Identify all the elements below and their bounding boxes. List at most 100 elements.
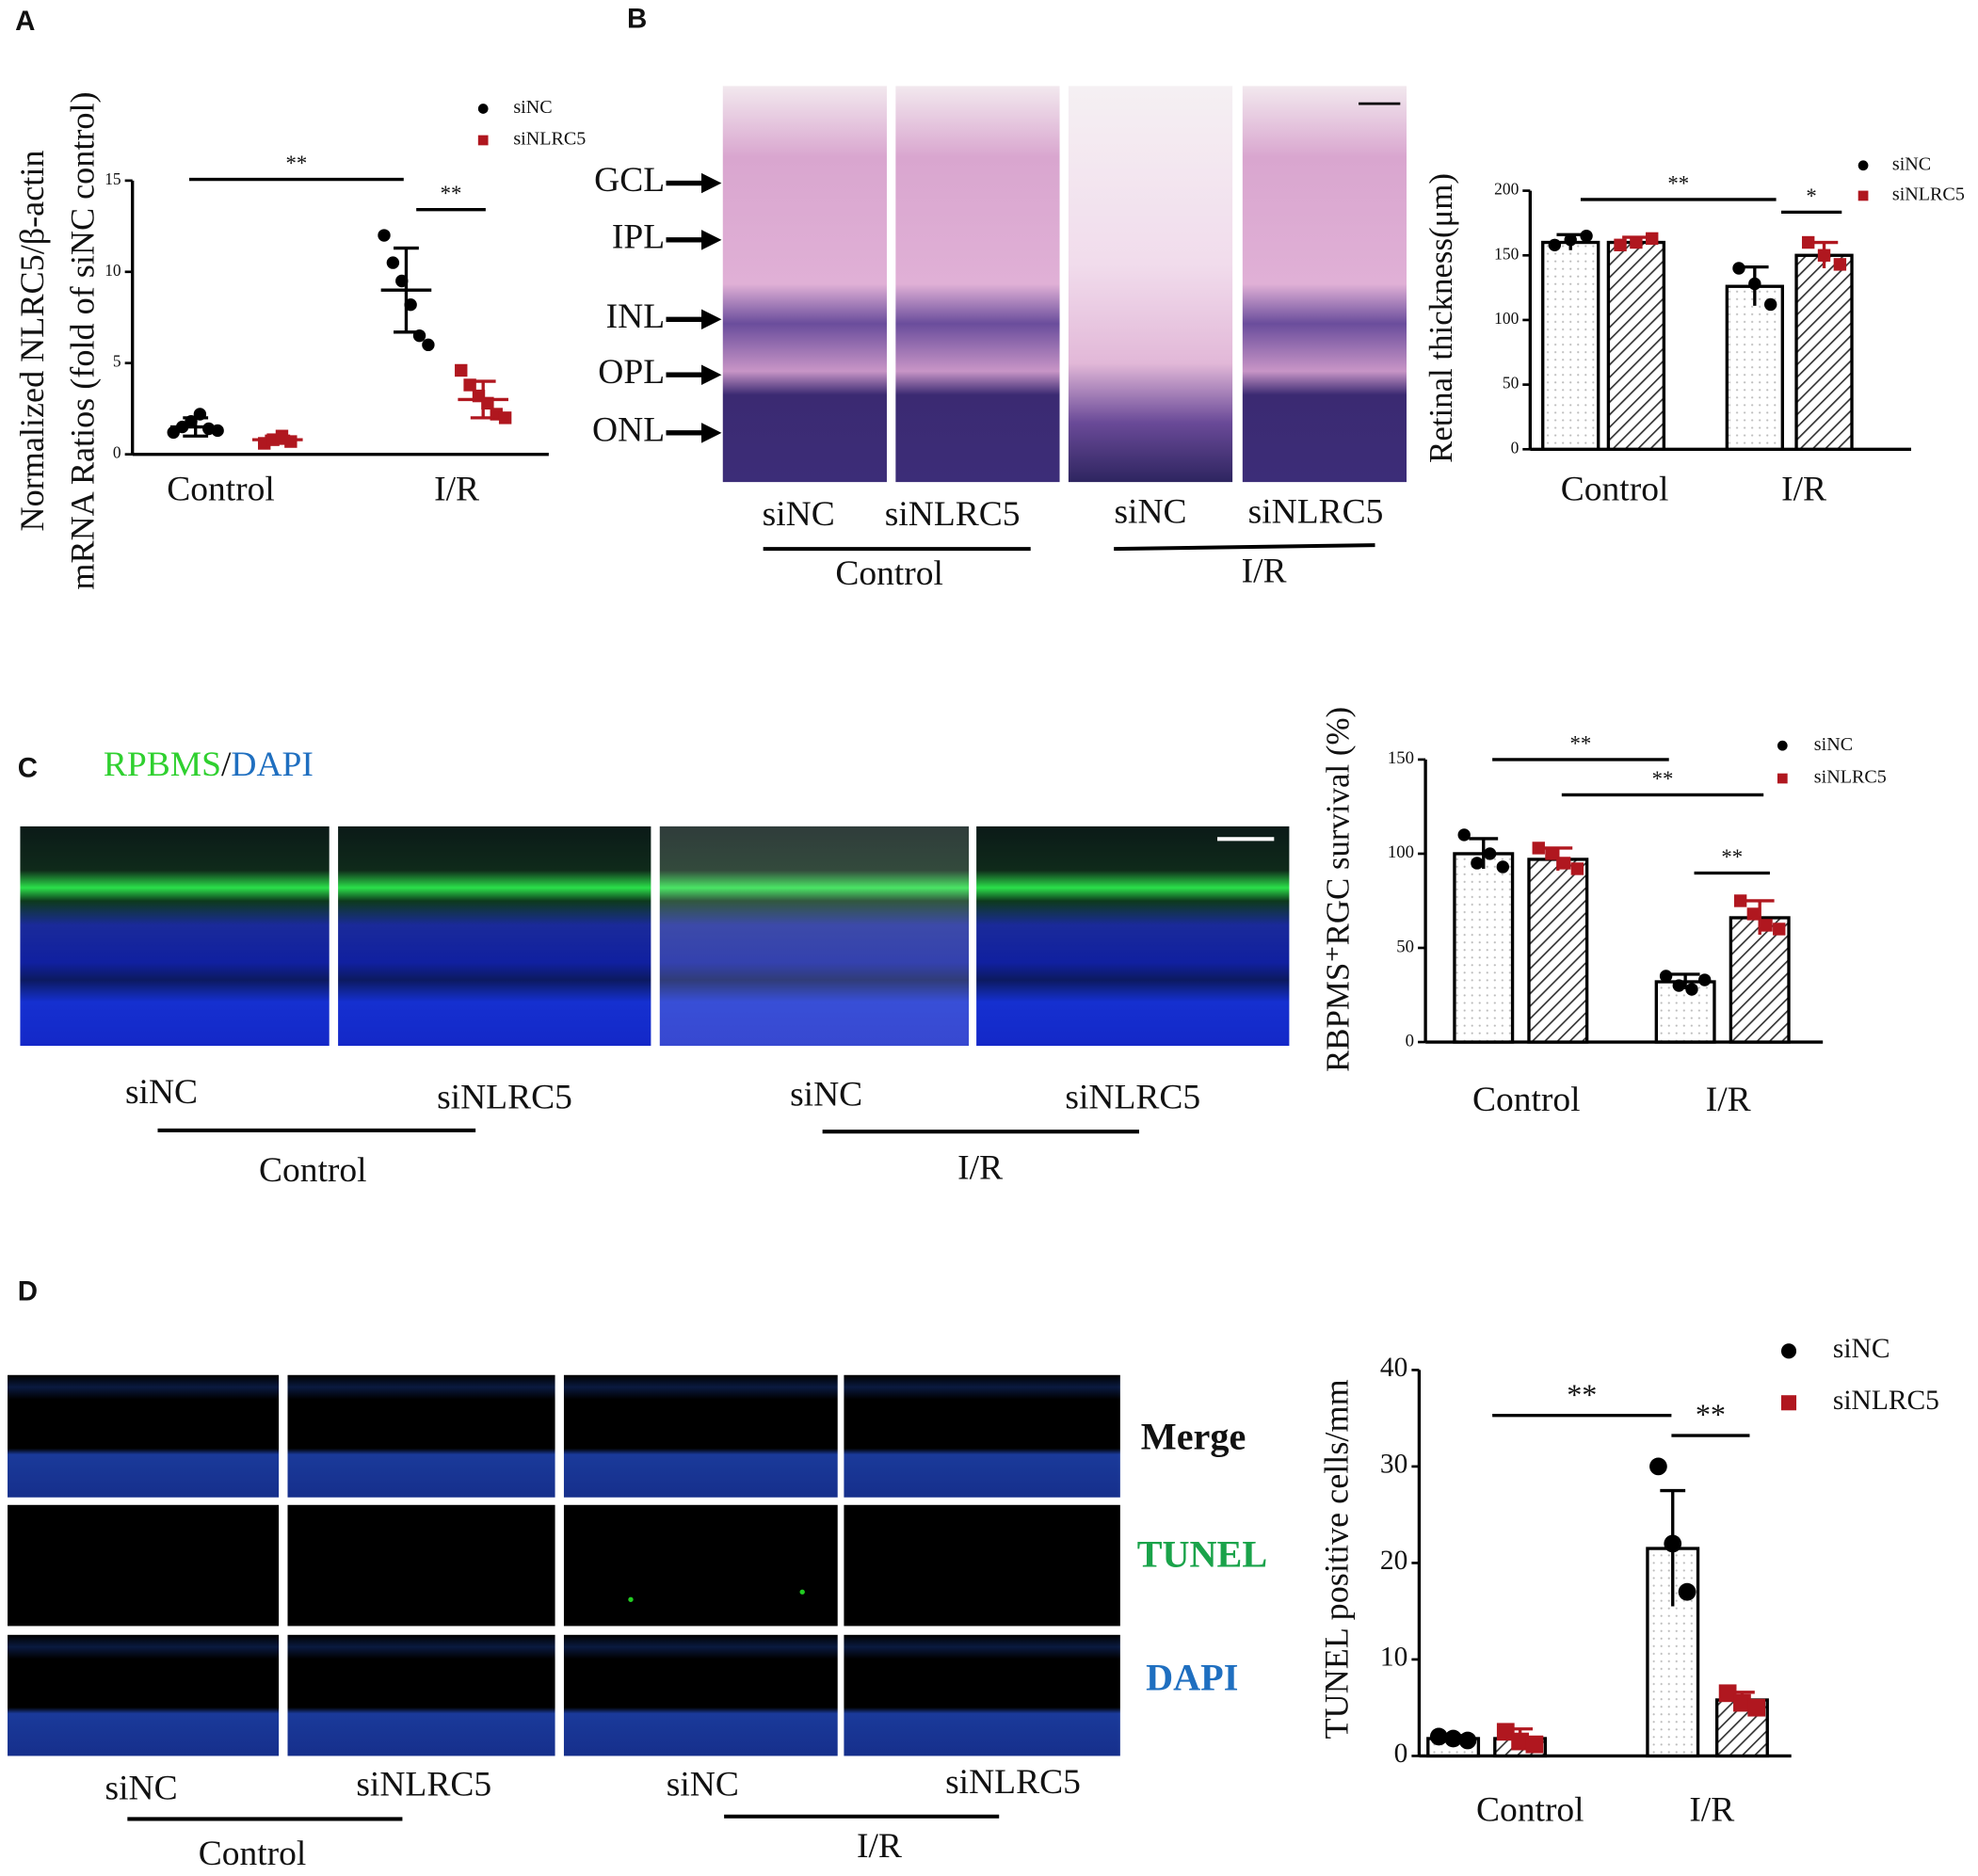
micrograph <box>8 1374 280 1498</box>
condition-label: siNC <box>667 1766 739 1804</box>
micrograph <box>338 826 651 1047</box>
legend-label: siNC <box>1814 734 1853 755</box>
bar <box>1541 240 1600 451</box>
data-point <box>1833 258 1847 271</box>
data-point <box>1760 919 1773 932</box>
significance-label: ** <box>1667 171 1689 195</box>
condition-label: siNLRC5 <box>885 495 1021 534</box>
micrograph <box>8 1504 280 1627</box>
y-axis-label: TUNEL positive cells/mm <box>1317 1379 1355 1739</box>
micrograph <box>976 826 1290 1047</box>
condition-label: siNC <box>1114 493 1186 532</box>
condition-label: siNC <box>790 1076 862 1114</box>
data-point <box>1458 1731 1477 1750</box>
data-point <box>1471 857 1484 870</box>
layer-label: IPL <box>612 217 665 256</box>
row-label: Merge <box>1141 1416 1246 1458</box>
legend-marker <box>1780 1395 1797 1411</box>
data-point <box>1545 847 1558 860</box>
micrograph <box>844 1374 1120 1498</box>
data-point <box>1685 983 1698 996</box>
data-point <box>1697 973 1712 986</box>
group-label: Control <box>199 1835 307 1873</box>
data-point <box>1649 1457 1667 1476</box>
data-point <box>455 363 468 377</box>
data-point <box>1483 847 1497 860</box>
arrow-head <box>700 172 722 194</box>
condition-label: siNLRC5 <box>945 1763 1081 1802</box>
group-label: I/R <box>957 1148 1003 1187</box>
data-point <box>193 408 207 421</box>
tunel-spot <box>799 1589 805 1595</box>
legend-marker <box>1780 1343 1797 1359</box>
if-images <box>20 826 1290 1047</box>
data-point <box>1646 232 1659 246</box>
data-point <box>378 229 391 242</box>
data-point <box>1664 1534 1682 1553</box>
data-point <box>1564 233 1577 247</box>
bar <box>1654 980 1716 1044</box>
significance-label: ** <box>1570 731 1592 755</box>
x-tick-label: I/R <box>1706 1081 1751 1119</box>
significance-label: * <box>1806 184 1816 208</box>
y-tick-label: 10 <box>105 261 121 280</box>
data-point <box>1630 235 1643 249</box>
micrograph <box>844 1504 1120 1627</box>
y-tick-label: 200 <box>1494 180 1519 199</box>
stain-part: RPBMS <box>104 746 221 784</box>
data-point <box>481 396 494 410</box>
bar <box>1453 852 1515 1044</box>
legend-label: siNLRC5 <box>513 129 586 150</box>
panel-label: B <box>627 3 647 34</box>
stain-part: DAPI <box>231 746 314 784</box>
data-point <box>404 297 417 312</box>
y-tick-label: 0 <box>1406 1031 1414 1050</box>
data-point <box>498 411 512 425</box>
y-tick-label: 5 <box>113 352 121 371</box>
micrograph <box>1242 86 1407 483</box>
legend-label: siNLRC5 <box>1833 1386 1939 1416</box>
bar <box>1729 916 1791 1044</box>
row-label: TUNEL <box>1137 1532 1267 1575</box>
arrow-head <box>700 423 722 443</box>
micrograph <box>287 1634 555 1756</box>
micrograph <box>287 1504 555 1627</box>
tunel-images <box>8 1374 1120 1756</box>
data-point <box>1748 277 1761 291</box>
data-point <box>1570 862 1584 875</box>
condition-label: siNLRC5 <box>437 1078 572 1116</box>
significance-label: ** <box>1721 845 1743 869</box>
x-tick-label: Control <box>1561 470 1669 508</box>
micrograph <box>563 1634 838 1756</box>
micrograph <box>1068 86 1233 483</box>
y-tick-label: 15 <box>105 169 121 188</box>
x-tick-label: I/R <box>1689 1790 1734 1829</box>
data-point <box>1525 1735 1544 1754</box>
row-label: DAPI <box>1146 1657 1238 1699</box>
y-tick-label: 0 <box>1511 438 1520 457</box>
legend-marker <box>1777 773 1788 784</box>
condition-label: siNLRC5 <box>1065 1078 1200 1116</box>
histology-images <box>722 86 1407 483</box>
y-axis-label: Retinal thickness(μm) <box>1423 173 1459 463</box>
y-tick-label: 40 <box>1380 1353 1407 1383</box>
y-axis-label: Normalized NLRC5/β-actin <box>13 151 51 532</box>
data-point <box>386 256 400 269</box>
layer-label: OPL <box>598 353 665 392</box>
panel-label: C <box>18 752 38 783</box>
layer-label: GCL <box>594 161 665 200</box>
micrograph <box>8 1634 280 1756</box>
group-label: Control <box>835 554 943 593</box>
y-axis-label: mRNA Ratios (fold of siNC control) <box>63 91 101 589</box>
data-point <box>395 274 409 288</box>
data-point <box>1733 1693 1751 1712</box>
data-point <box>1557 857 1571 870</box>
y-tick-label: 150 <box>1494 244 1519 263</box>
x-tick-label: Control <box>1472 1081 1581 1119</box>
data-point <box>1733 894 1747 907</box>
x-tick-label: Control <box>1476 1790 1584 1829</box>
arrow-head <box>700 364 722 385</box>
legend-marker <box>477 135 489 146</box>
x-tick-label: I/R <box>434 470 479 508</box>
data-point <box>284 435 298 448</box>
